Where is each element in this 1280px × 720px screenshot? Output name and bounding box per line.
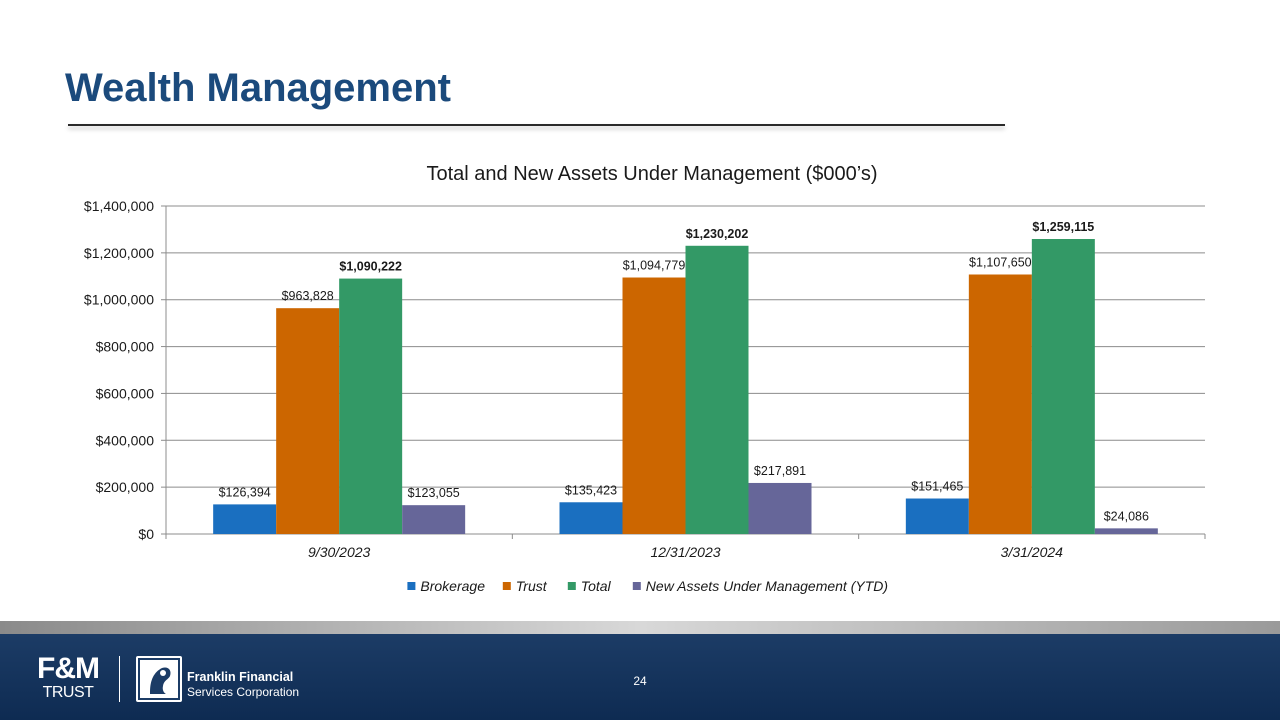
data-label: $151,465 <box>911 480 963 494</box>
ffsc-name-line2: Services Corporation <box>187 685 300 699</box>
legend-label: Trust <box>516 578 548 594</box>
data-label: $1,230,202 <box>686 227 749 241</box>
data-label: $135,423 <box>565 483 617 497</box>
x-tick-label: 9/30/2023 <box>308 544 370 560</box>
data-label: $1,259,115 <box>1032 220 1094 234</box>
page-number: 24 <box>633 674 647 688</box>
bar-total <box>339 278 403 534</box>
x-tick-label: 12/31/2023 <box>650 544 720 560</box>
bar-total <box>1031 239 1095 535</box>
ffsc-name-line1: Franklin Financial <box>187 670 294 684</box>
data-label: $24,086 <box>1104 509 1149 523</box>
data-label: $1,094,779 <box>623 259 686 273</box>
data-label: $963,828 <box>282 289 334 303</box>
data-label: $217,891 <box>754 464 806 478</box>
bar-trust <box>622 277 686 534</box>
fm-trust-logo: F&M TRUST <box>26 654 110 704</box>
logo-divider <box>119 656 120 702</box>
y-tick-label: $0 <box>138 526 154 542</box>
ffsc-logo-icon <box>136 656 182 702</box>
y-tick-label: $1,200,000 <box>84 245 154 261</box>
slide-title: Wealth Management <box>65 66 451 110</box>
y-tick-label: $400,000 <box>96 432 155 448</box>
data-label: $126,394 <box>219 485 271 499</box>
bar-brokerage <box>213 504 277 534</box>
bar-new-assets-under-management-ytd <box>748 482 812 534</box>
chart-container: Total and New Assets Under Management ($… <box>0 150 1280 620</box>
legend-swatch <box>567 582 576 590</box>
y-tick-label: $600,000 <box>96 385 155 401</box>
footer-gradient-band <box>0 621 1280 634</box>
legend-label: New Assets Under Management (YTD) <box>646 578 888 594</box>
fm-logo-sub: TRUST <box>42 684 94 701</box>
bar-total <box>685 245 749 534</box>
y-tick-label: $800,000 <box>96 339 155 355</box>
data-label: $1,090,222 <box>339 260 402 274</box>
legend-swatch <box>502 582 511 590</box>
y-tick-label: $200,000 <box>96 479 155 495</box>
bar-trust <box>968 274 1032 534</box>
y-tick-label: $1,400,000 <box>84 198 154 214</box>
bar-new-assets-under-management-ytd <box>1094 528 1158 534</box>
bar-new-assets-under-management-ytd <box>402 505 466 534</box>
bar-brokerage <box>559 502 623 534</box>
legend-label: Brokerage <box>420 578 485 594</box>
bar-trust <box>276 308 340 534</box>
bar-brokerage <box>905 498 969 534</box>
assets-bar-chart: Total and New Assets Under Management ($… <box>84 163 1206 594</box>
y-tick-label: $1,000,000 <box>84 292 154 308</box>
data-label: $123,055 <box>408 486 460 500</box>
ffsc-logo-text: Franklin Financial Services Corporation <box>187 670 299 700</box>
chart-title: Total and New Assets Under Management ($… <box>427 163 878 185</box>
x-tick-label: 3/31/2024 <box>1001 544 1063 560</box>
legend-label: Total <box>581 578 612 594</box>
legend-swatch <box>632 582 641 590</box>
title-divider <box>68 124 1005 126</box>
fm-logo-main: F&M <box>37 652 100 685</box>
data-label: $1,107,650 <box>969 255 1032 269</box>
legend-swatch <box>407 582 416 590</box>
footer-bar <box>0 634 1280 720</box>
